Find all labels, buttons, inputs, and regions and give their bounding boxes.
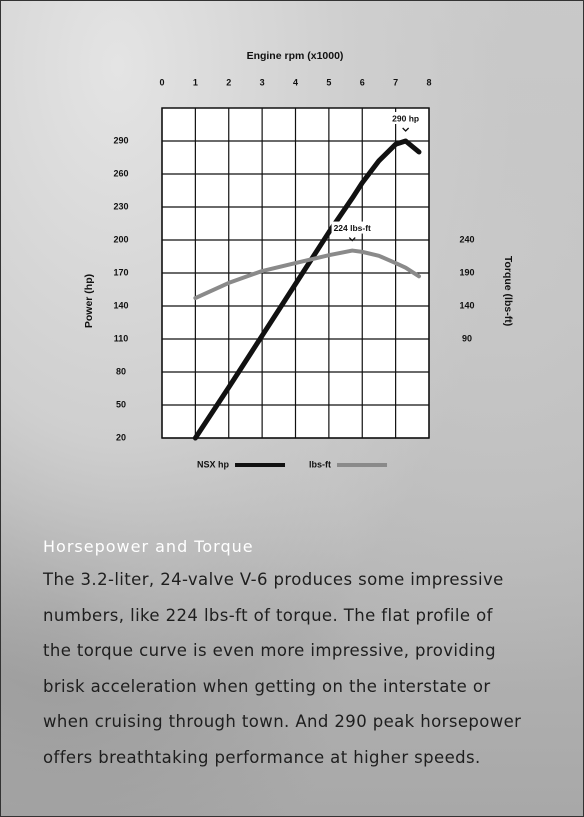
- series-line: [192, 138, 422, 441]
- y2-tick-label: 190: [459, 267, 474, 277]
- x-tick-label: 5: [326, 77, 331, 87]
- y-tick-label: 140: [113, 300, 128, 310]
- annotation: 290 hp: [392, 113, 419, 123]
- caption-line: The 3.2-liter, 24-valve V-6 produces som…: [43, 570, 504, 589]
- y2-tick-label: 240: [459, 234, 474, 244]
- x-tick-label: 0: [159, 77, 164, 87]
- caption-line: when cruising through town. And 290 peak…: [43, 712, 522, 731]
- caption-line: brisk acceleration when getting on the i…: [43, 676, 491, 696]
- y-tick-label: 170: [113, 267, 128, 277]
- y2-axis-label: Torque (lbs-ft): [502, 256, 514, 326]
- y-tick-label: 200: [113, 234, 128, 244]
- caption-line: offers breathtaking performance at highe…: [43, 747, 481, 767]
- x-tick-label: 6: [360, 77, 365, 87]
- y-tick-label: 110: [114, 333, 129, 343]
- caption: Horsepower and Torque The 3.2-liter, 24-…: [43, 537, 521, 775]
- caption-body: The 3.2-liter, 24-valve V-6 produces som…: [43, 562, 521, 775]
- caption-line: numbers, like 224 lbs-ft of torque. The …: [43, 605, 493, 625]
- legend-label: lbs-ft: [309, 459, 331, 469]
- y-tick-label: 80: [116, 366, 126, 376]
- caption-heading: Horsepower and Torque: [43, 537, 254, 556]
- chart: Engine rpm (x1000) Power (hp) Torque (lb…: [83, 50, 514, 470]
- x-tick-label: 8: [426, 77, 431, 87]
- annotation-caret: [348, 237, 356, 242]
- y-tick-label: 20: [116, 432, 126, 442]
- annotation-bg: [390, 112, 422, 124]
- y-tick-label: 50: [116, 399, 126, 409]
- series-line: [193, 248, 421, 301]
- x-tick-label: 3: [260, 77, 265, 87]
- y-tick-label: 230: [113, 201, 128, 211]
- y2-tick-label: 140: [459, 300, 474, 310]
- x-axis-label: Engine rpm (x1000): [247, 50, 344, 62]
- annotation-caret: [402, 127, 410, 132]
- caption-line: the torque curve is even more impressive…: [43, 641, 496, 660]
- x-tick-label: 4: [293, 77, 298, 87]
- y-axis-label: Power (hp): [83, 274, 95, 328]
- x-tick-label: 7: [393, 77, 398, 87]
- y-tick-label: 290: [113, 135, 128, 145]
- y-tick-label: 260: [113, 168, 128, 178]
- annotation-bg: [331, 221, 373, 234]
- x-tick-label: 1: [193, 77, 198, 87]
- annotation: 224 lbs-ft: [334, 223, 371, 233]
- x-tick-label: 2: [226, 77, 231, 87]
- legend-label: NSX hp: [197, 459, 230, 469]
- y2-tick-label: 90: [462, 333, 472, 343]
